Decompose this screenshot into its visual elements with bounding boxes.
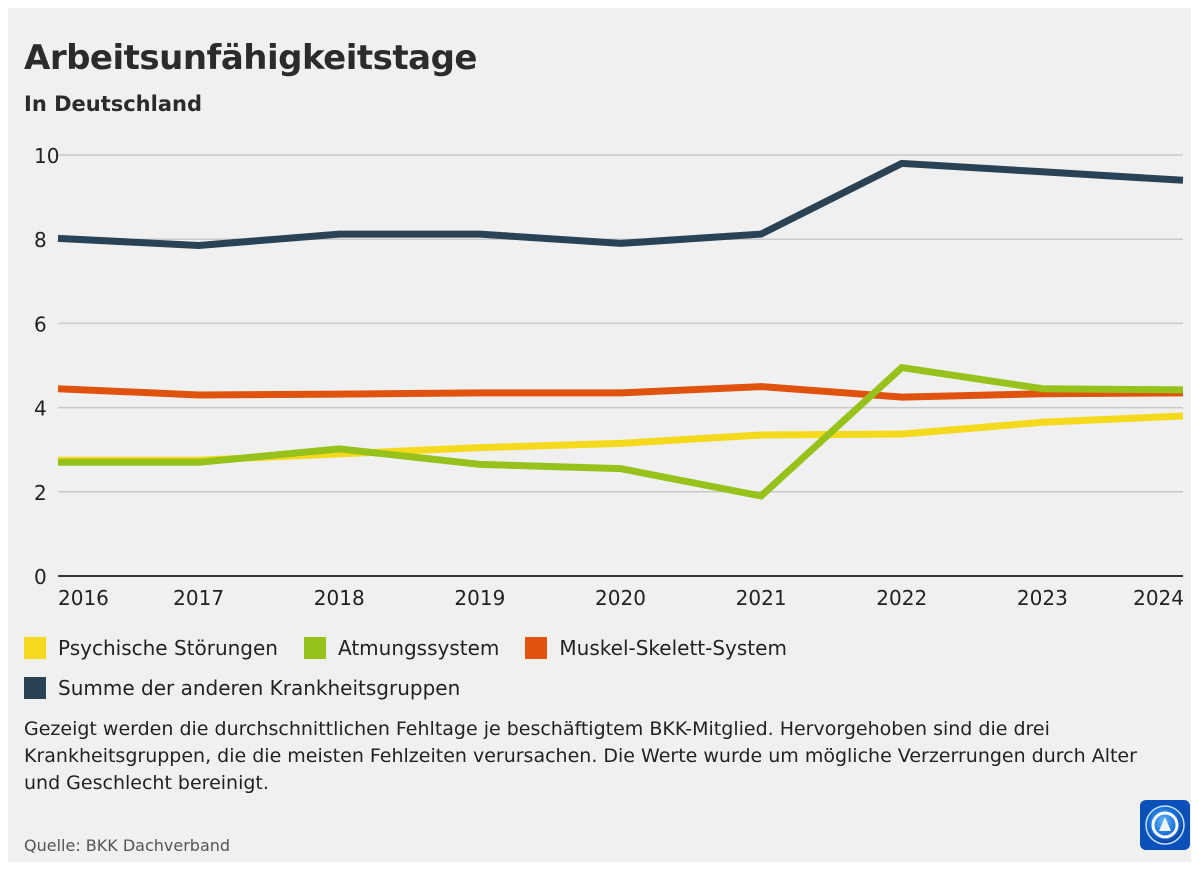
y-axis-ticks: 0 2 4 6 8 10 <box>34 144 59 589</box>
y-tick-label: 6 <box>34 312 47 336</box>
x-tick-label: 2020 <box>595 586 646 610</box>
tagesschau-logo-icon <box>1140 800 1190 850</box>
series-line-summe-der-anderen-krankheitsgruppen <box>57 159 1184 250</box>
legend-swatch <box>24 637 46 659</box>
y-tick-label: 2 <box>34 481 47 505</box>
legend-label: Muskel-Skelett-System <box>559 636 787 660</box>
legend-swatch <box>303 637 326 659</box>
chart-card: Arbeitsunfähigkeitstage In Deutschland 0… <box>8 8 1191 862</box>
legend-item: Psychische Störungen <box>24 636 278 660</box>
grid-lines <box>58 154 1183 577</box>
legend-item: Summe der anderen Krankheitsgruppen <box>24 676 460 700</box>
series-line-atmungssystem <box>58 363 1184 500</box>
footnote: Gezeigt werden die durchschnittlichen Fe… <box>24 718 1137 794</box>
chart-subtitle: In Deutschland <box>24 92 202 116</box>
legend-label: Psychische Störungen <box>58 636 278 660</box>
legend-item: Atmungssystem <box>303 636 500 660</box>
x-tick-label: 2024 <box>1133 586 1184 610</box>
x-tick-label: 2019 <box>454 586 505 610</box>
series-lines <box>57 159 1184 500</box>
legend-item: Muskel-Skelett-System <box>525 636 787 660</box>
y-tick-label: 4 <box>34 397 47 421</box>
legend-swatch <box>525 637 548 659</box>
legend: Psychische Störungen Atmungssystem Muskel-… <box>24 636 844 700</box>
x-tick-label: 2017 <box>173 586 224 610</box>
series-line-psychische-störungen <box>58 412 1184 464</box>
legend-label: Summe der anderen Krankheitsgruppen <box>58 676 461 700</box>
x-tick-label: 2021 <box>736 586 787 610</box>
chart-title: Arbeitsunfähigkeitstage <box>24 38 477 78</box>
legend-label: Atmungssystem <box>337 636 500 660</box>
x-tick-label: 2022 <box>876 586 927 610</box>
line-chart: 0 2 4 6 8 10 2016 2017 2018 2019 2020 2021 2022 2023… <box>34 144 1184 610</box>
y-tick-label: 0 <box>34 565 47 589</box>
series-line-muskel-skelett-system <box>57 383 1184 401</box>
y-tick-label: 10 <box>34 144 59 168</box>
x-tick-label: 2023 <box>1017 586 1068 610</box>
x-tick-label: 2018 <box>314 586 365 610</box>
x-axis-ticks: 2016 2017 2018 2019 2020 2021 2022 2023 2024 <box>58 586 1184 610</box>
source-credit: Quelle: BKK Dachverband <box>24 836 231 855</box>
legend-swatch <box>24 677 46 699</box>
x-tick-label: 2016 <box>58 586 109 610</box>
y-tick-label: 8 <box>34 228 47 252</box>
